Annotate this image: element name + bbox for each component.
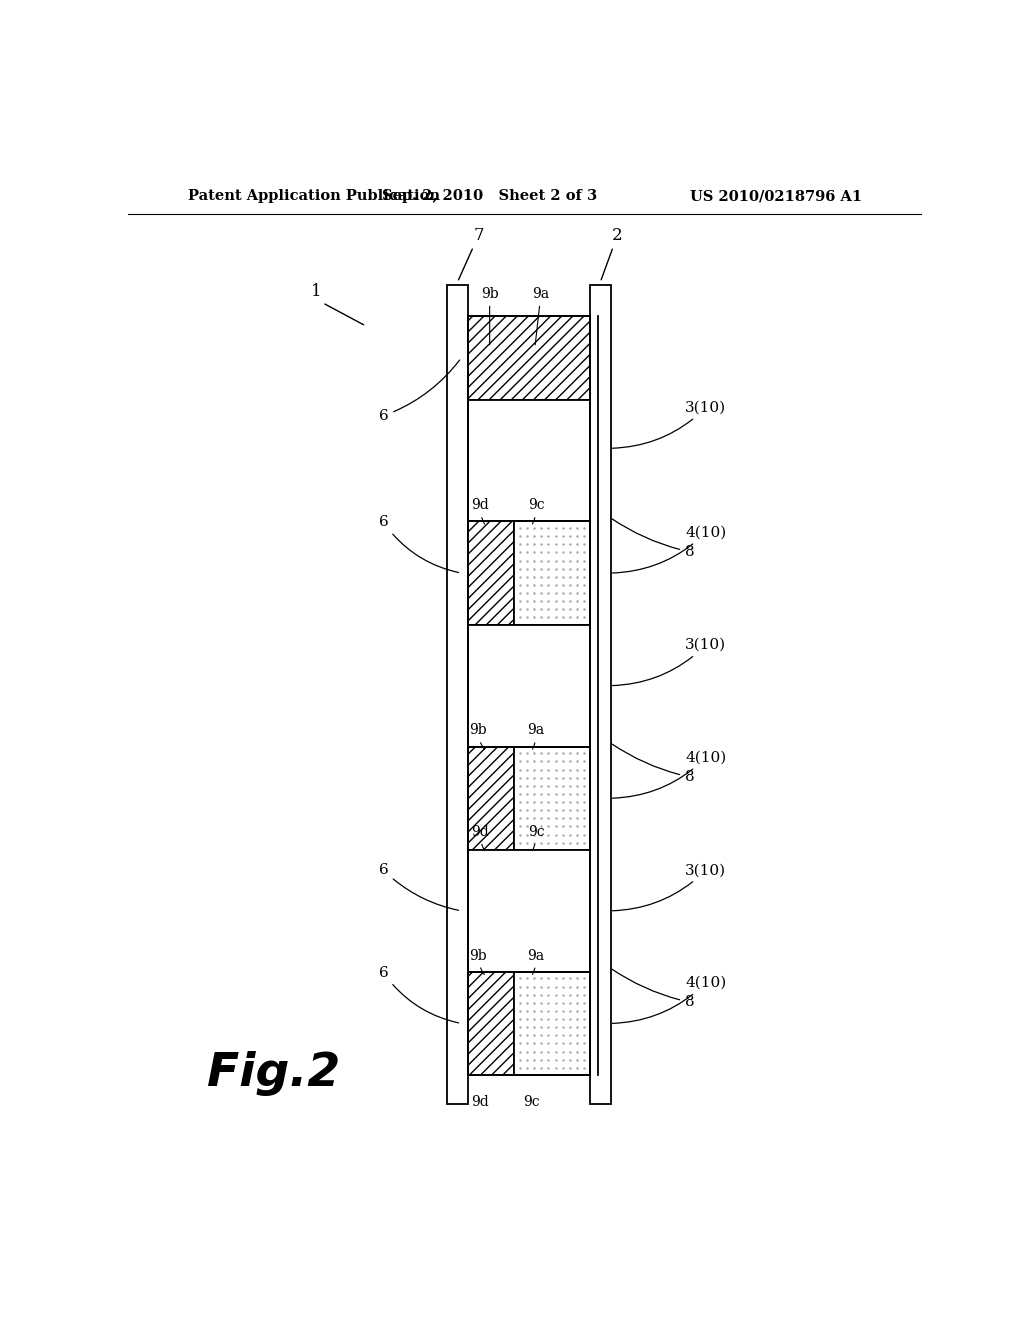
Text: Patent Application Publication: Patent Application Publication xyxy=(187,189,439,203)
Bar xyxy=(468,315,590,400)
Text: 9a: 9a xyxy=(532,286,550,345)
Text: 6: 6 xyxy=(379,863,459,911)
Text: 9d: 9d xyxy=(471,825,488,850)
Text: 9c: 9c xyxy=(523,1094,540,1109)
Text: 7: 7 xyxy=(459,227,484,280)
Text: 3(10): 3(10) xyxy=(612,638,726,685)
Text: 3(10): 3(10) xyxy=(612,401,726,449)
Bar xyxy=(514,521,590,624)
Bar xyxy=(447,285,468,1104)
Bar xyxy=(468,972,590,1076)
Text: 4(10): 4(10) xyxy=(612,525,726,573)
Text: 2: 2 xyxy=(601,227,623,280)
Text: 6: 6 xyxy=(379,966,459,1023)
Bar xyxy=(468,315,590,400)
Text: 9a: 9a xyxy=(527,723,545,750)
Text: 3(10): 3(10) xyxy=(612,863,726,911)
Bar xyxy=(514,747,590,850)
Bar xyxy=(468,972,514,1076)
Text: 8: 8 xyxy=(612,744,694,784)
Bar xyxy=(468,850,590,972)
Bar xyxy=(468,521,590,624)
Text: 9d: 9d xyxy=(471,498,488,524)
Bar xyxy=(590,285,610,1104)
Text: 8: 8 xyxy=(612,969,694,1010)
Bar xyxy=(468,747,590,850)
Bar xyxy=(468,747,514,850)
Text: 9b: 9b xyxy=(469,949,486,974)
Text: US 2010/0218796 A1: US 2010/0218796 A1 xyxy=(690,189,862,203)
Bar xyxy=(468,400,590,521)
Text: Sep. 2, 2010   Sheet 2 of 3: Sep. 2, 2010 Sheet 2 of 3 xyxy=(382,189,597,203)
Text: 9c: 9c xyxy=(527,498,545,524)
Bar xyxy=(468,521,514,624)
Text: 9b: 9b xyxy=(469,723,486,750)
Text: Fig.2: Fig.2 xyxy=(207,1051,341,1096)
Bar xyxy=(468,624,590,747)
Text: 9a: 9a xyxy=(527,949,545,974)
Text: 9c: 9c xyxy=(527,825,545,850)
Text: 6: 6 xyxy=(379,515,459,573)
Text: 1: 1 xyxy=(310,282,322,300)
Text: 9b: 9b xyxy=(481,286,499,345)
Bar xyxy=(514,972,590,1076)
Text: 4(10): 4(10) xyxy=(612,751,726,799)
Text: 8: 8 xyxy=(612,519,694,558)
Text: 6: 6 xyxy=(379,360,460,422)
Text: 9d: 9d xyxy=(471,1094,488,1109)
Text: 4(10): 4(10) xyxy=(612,975,726,1023)
